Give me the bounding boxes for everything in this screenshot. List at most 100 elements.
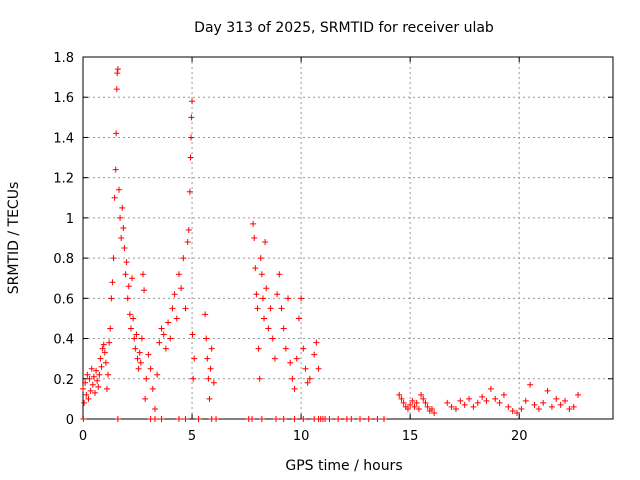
- data-point: [85, 395, 92, 402]
- data-point: [448, 403, 455, 410]
- data-point: [195, 416, 202, 422]
- y-tick-label: 1.2: [53, 172, 74, 187]
- data-point: [348, 416, 355, 422]
- data-point: [114, 66, 121, 73]
- data-point: [82, 379, 89, 386]
- grid: [83, 57, 613, 419]
- data-point: [139, 271, 146, 278]
- data-point: [258, 416, 265, 422]
- data-point: [276, 271, 283, 278]
- x-tick-label: 20: [511, 429, 528, 444]
- data-point: [115, 186, 122, 193]
- data-point: [158, 416, 165, 422]
- data-point: [570, 403, 577, 410]
- data-point: [411, 403, 418, 410]
- data-point: [162, 345, 169, 352]
- data-point: [255, 345, 262, 352]
- data-point: [311, 351, 318, 358]
- data-point: [93, 367, 100, 374]
- data-point: [300, 416, 307, 422]
- data-point: [295, 315, 302, 322]
- data-point: [121, 245, 128, 252]
- data-point: [185, 226, 192, 233]
- data-point: [267, 305, 274, 312]
- x-tick-label: 0: [79, 429, 87, 444]
- y-tick-label: 0.6: [53, 292, 74, 307]
- data-point: [280, 325, 287, 332]
- y-tick-label: 1.8: [53, 51, 74, 66]
- data-point: [94, 377, 101, 384]
- data-point: [306, 375, 313, 382]
- data-point: [285, 295, 292, 302]
- data-point: [208, 345, 215, 352]
- data-point: [562, 397, 569, 404]
- data-point: [110, 255, 117, 262]
- data-point: [114, 416, 121, 422]
- data-point: [158, 325, 165, 332]
- data-point: [261, 315, 268, 322]
- data-point: [167, 335, 174, 342]
- data-point: [169, 305, 176, 312]
- data-point: [326, 416, 333, 422]
- data-point: [557, 401, 564, 408]
- y-tick-label: 0: [66, 413, 74, 428]
- data-point: [173, 315, 180, 322]
- data-point: [107, 325, 114, 332]
- x-tick-label: 15: [402, 429, 419, 444]
- data-point: [206, 395, 213, 402]
- data-point: [145, 351, 152, 358]
- data-point: [544, 387, 551, 394]
- data-point: [184, 239, 191, 246]
- data-point: [131, 335, 138, 342]
- data-point: [88, 365, 95, 372]
- data-point: [500, 391, 507, 398]
- data-point: [210, 379, 217, 386]
- data-point: [154, 371, 161, 378]
- data-point: [203, 335, 210, 342]
- data-point: [180, 255, 187, 262]
- data-point: [415, 405, 422, 412]
- data-point: [160, 331, 167, 338]
- data-point: [259, 295, 266, 302]
- data-point: [258, 271, 265, 278]
- data-point: [548, 403, 555, 410]
- y-axis-label: SRMTID / TECUs: [6, 182, 22, 295]
- data-point: [189, 98, 196, 105]
- data-point: [514, 409, 521, 416]
- y-tick-label: 0.4: [53, 333, 74, 348]
- data-point: [127, 325, 134, 332]
- data-point: [540, 399, 547, 406]
- data-point: [97, 355, 104, 362]
- data-point: [518, 405, 525, 412]
- data-point: [98, 363, 105, 370]
- data-point: [535, 405, 542, 412]
- data-point: [293, 355, 300, 362]
- data-point: [254, 305, 261, 312]
- data-point: [492, 395, 499, 402]
- data-points: [80, 66, 582, 422]
- data-point: [189, 331, 196, 338]
- data-point: [182, 416, 189, 422]
- data-point: [136, 349, 143, 356]
- data-point: [522, 397, 529, 404]
- data-point: [257, 255, 264, 262]
- data-point: [566, 405, 573, 412]
- data-point: [109, 279, 116, 286]
- data-point: [300, 345, 307, 352]
- data-point: [271, 355, 278, 362]
- data-point: [287, 359, 294, 366]
- data-point: [141, 287, 148, 294]
- data-point: [444, 399, 451, 406]
- data-point: [100, 341, 107, 348]
- data-point: [422, 399, 429, 406]
- data-point: [302, 365, 309, 372]
- data-point: [269, 335, 276, 342]
- data-point: [113, 130, 120, 137]
- data-point: [404, 405, 411, 412]
- data-point: [151, 416, 158, 422]
- data-point: [102, 359, 109, 366]
- data-point: [90, 373, 97, 380]
- data-point: [129, 275, 136, 282]
- data-point: [112, 166, 119, 173]
- data-point: [125, 283, 132, 290]
